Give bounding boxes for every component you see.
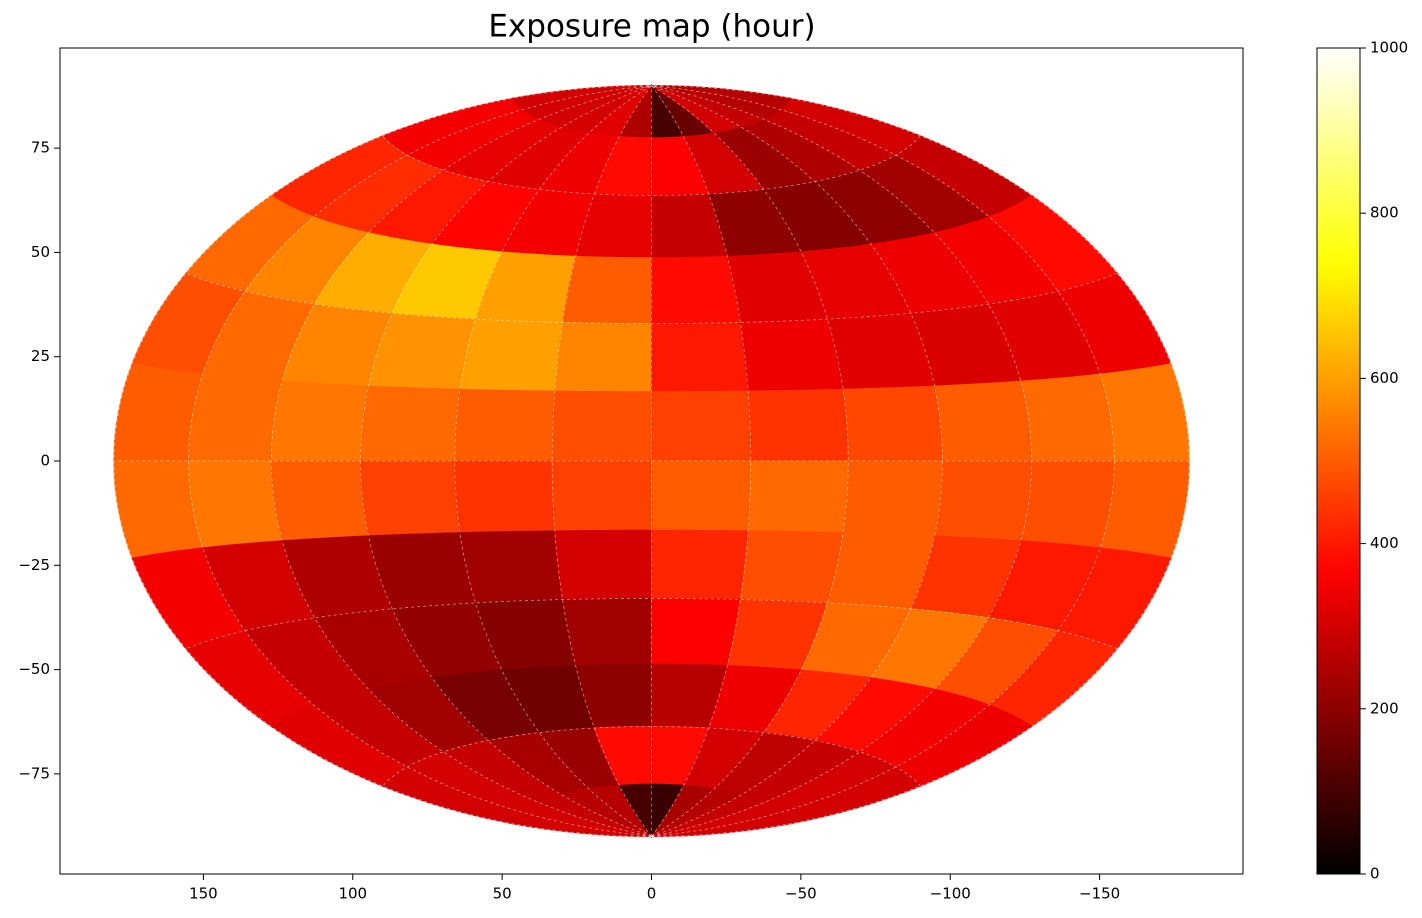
heat-cell	[562, 597, 652, 667]
meridian	[454, 85, 652, 837]
y-tick-label: 25	[31, 347, 50, 365]
colorbar-tick-label: 0	[1370, 865, 1380, 883]
heat-cell	[270, 380, 370, 462]
heat-cell	[651, 597, 741, 667]
heat-cell	[359, 460, 461, 537]
x-tick-label: −100	[930, 885, 971, 903]
heat-cell	[842, 460, 944, 537]
y-tick-label: 0	[40, 452, 50, 470]
heat-cell	[739, 530, 844, 604]
x-tick-label: 100	[338, 885, 367, 903]
y-tick-label: 50	[31, 243, 50, 261]
heat-cell	[359, 385, 461, 462]
colorbar-tick-label: 800	[1370, 204, 1399, 222]
heat-cell	[554, 321, 652, 393]
heat-cell	[454, 388, 556, 462]
parallel	[185, 598, 1118, 650]
heat-cell	[554, 529, 652, 601]
heat-cell	[551, 460, 652, 532]
heat-cell	[454, 460, 556, 534]
y-tick-label: −75	[18, 764, 50, 782]
heat-cell	[188, 460, 283, 549]
y-tick-label: −25	[18, 556, 50, 574]
heat-cell	[651, 390, 752, 462]
colorbar-tick-label: 400	[1370, 534, 1399, 552]
heat-cell	[651, 321, 749, 393]
heat-cell	[551, 390, 652, 462]
chart-title: Exposure map (hour)	[488, 9, 815, 45]
heat-cell	[933, 380, 1033, 462]
colorbar-tick-label: 200	[1370, 699, 1399, 717]
heat-cell	[651, 460, 752, 532]
colorbar-tick-label: 600	[1370, 369, 1399, 387]
meridian	[651, 85, 1190, 837]
heat-cell	[270, 460, 370, 542]
heat-cell	[188, 373, 283, 462]
heat-cell	[739, 318, 844, 392]
y-tick-label: 75	[31, 139, 50, 157]
heat-cell	[1020, 373, 1115, 462]
heat-cell	[933, 460, 1033, 542]
heat-cell	[651, 255, 741, 325]
heat-cell	[747, 388, 849, 462]
graticule	[113, 85, 1190, 837]
y-tick-label: −50	[18, 660, 50, 678]
heat-cell	[747, 460, 849, 534]
colorbar-tick-label: 1000	[1370, 39, 1408, 57]
parallel	[185, 272, 1118, 324]
heat-cell	[842, 385, 944, 462]
colorbar	[1316, 47, 1361, 875]
heat-cell	[459, 318, 564, 392]
heat-cell	[459, 530, 564, 604]
x-tick-label: −150	[1079, 885, 1120, 903]
meridian	[270, 85, 652, 837]
heat-cell	[562, 255, 652, 325]
x-tick-label: 150	[189, 885, 218, 903]
x-tick-label: 0	[647, 885, 657, 903]
heat-cell	[1020, 460, 1115, 549]
x-tick-label: −50	[785, 885, 817, 903]
x-tick-label: 50	[493, 885, 512, 903]
heat-cell	[651, 529, 749, 601]
